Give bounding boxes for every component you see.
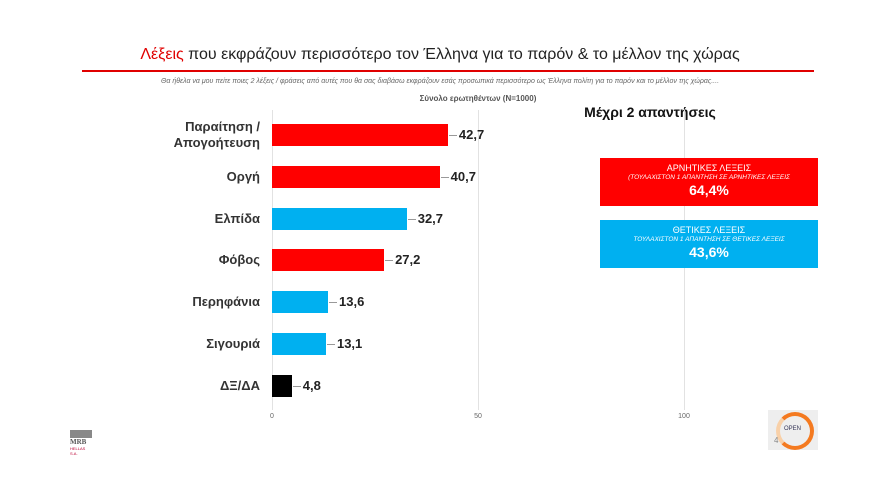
category-label: Περηφάνια xyxy=(192,294,260,310)
data-label: 13,1 xyxy=(336,336,363,351)
x-tick-label: 0 xyxy=(270,413,274,420)
positive-words-box: ΘΕΤΙΚΕΣ ΛΕΞΕΙΣ ΤΟΥΛΑΧΙΣΤΟΝ 1 ΑΠΑΝΤΗΣΗ ΣΕ… xyxy=(600,220,818,268)
negative-words-box: ΑΡΝΗΤΙΚΕΣ ΛΕΞΕΙΣ (ΤΟΥΛΑΧΙΣΤΟΝ 1 ΑΠΑΝΤΗΣΗ… xyxy=(600,158,818,206)
leader-line xyxy=(385,260,394,262)
x-tick-label: 50 xyxy=(474,413,482,420)
data-label: 27,2 xyxy=(395,252,421,268)
category-label: Παραίτηση / Απογοήτευση xyxy=(173,119,260,150)
data-label: 4,8 xyxy=(302,377,321,393)
open-beyond-logo: OPEN 4 xyxy=(768,410,818,450)
title-highlight: Λέξεις xyxy=(140,46,184,63)
negative-subtext: (ΤΟΥΛΑΧΙΣΤΟΝ 1 ΑΠΑΝΤΗΣΗ ΣΕ ΑΡΝΗΤΙΚΕΣ ΛΕΞ… xyxy=(628,174,790,181)
bar xyxy=(272,249,385,272)
x-tick-label: 100 xyxy=(678,413,690,420)
bar xyxy=(272,207,407,230)
base-label: Σύνολο ερωτηθέντων (Ν=1000) xyxy=(419,94,537,103)
data-label: 32,7 xyxy=(417,210,444,226)
title-rest: που εκφράζουν περισσότερο τον Έλληνα για… xyxy=(183,46,740,63)
page-number: 4 xyxy=(774,436,779,445)
mrb-logo: MRB HELLAS S.A. xyxy=(70,430,92,456)
category-label: ΔΞ/ΔΑ xyxy=(219,377,260,393)
page-title: Λέξεις που εκφράζουν περισσότερο τον Έλλ… xyxy=(0,46,880,64)
answers-subheading: Μέχρι 2 απαντήσεις xyxy=(584,104,716,120)
bar xyxy=(272,333,326,355)
title-divider xyxy=(82,70,814,72)
category-label: Σιγουριά xyxy=(206,336,260,351)
category-label: Φόβος xyxy=(218,252,260,268)
bar xyxy=(272,124,448,146)
leader-line xyxy=(407,218,416,220)
positive-subtext: ΤΟΥΛΑΧΙΣΤΟΝ 1 ΑΠΑΝΤΗΣΗ ΣΕ ΘΕΤΙΚΕΣ ΛΕΞΕΙΣ xyxy=(633,236,785,243)
positive-value: 43,6% xyxy=(689,244,729,260)
data-label: 42,7 xyxy=(458,127,485,142)
positive-heading: ΘΕΤΙΚΕΣ ΛΕΞΕΙΣ xyxy=(672,225,746,235)
bar xyxy=(272,165,440,188)
leader-line xyxy=(448,135,457,136)
data-label: 40,7 xyxy=(450,168,476,184)
question-text: Θα ήθελα να μου πείτε ποιες 2 λέξεις / φ… xyxy=(160,78,720,85)
gridline xyxy=(478,110,479,410)
bar xyxy=(272,374,292,397)
negative-heading: ΑΡΝΗΤΙΚΕΣ ΛΕΞΕΙΣ xyxy=(666,163,752,173)
category-label: Οργή xyxy=(226,168,260,184)
category-label: Ελπίδα xyxy=(214,210,260,226)
leader-line xyxy=(326,344,335,345)
leader-line xyxy=(292,385,301,387)
negative-value: 64,4% xyxy=(689,182,729,198)
bar xyxy=(272,291,329,314)
leader-line xyxy=(329,302,338,304)
leader-line xyxy=(440,176,449,178)
data-label: 13,6 xyxy=(339,294,365,310)
